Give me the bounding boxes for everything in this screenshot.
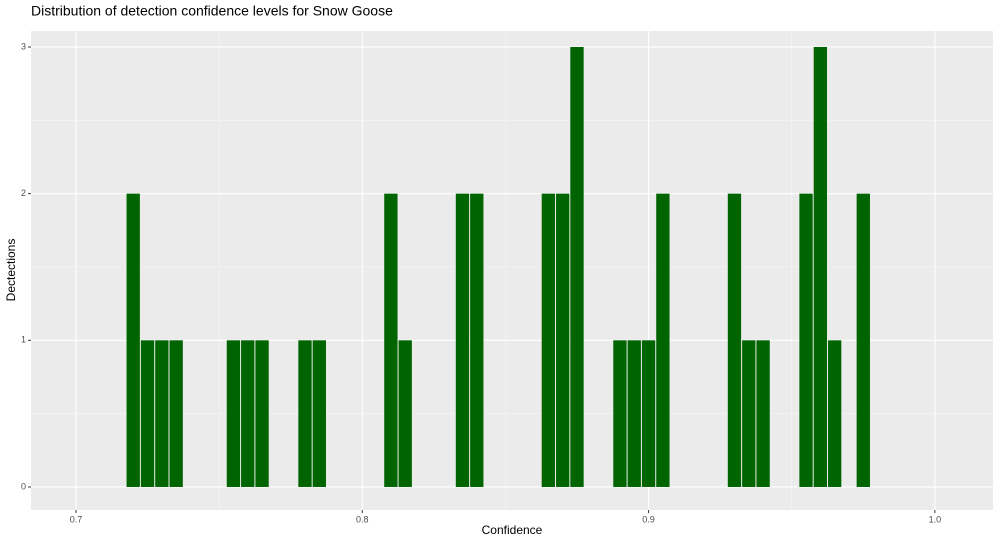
bar — [856, 193, 870, 487]
bar — [140, 340, 155, 487]
bar — [556, 193, 570, 487]
x-tick-label: 1.0 — [929, 514, 942, 524]
bar — [155, 340, 169, 487]
bar — [298, 340, 312, 487]
bar — [627, 340, 641, 487]
bar — [570, 46, 584, 487]
x-tick-label: 0.9 — [642, 514, 655, 524]
y-axis-title: Dectections — [4, 239, 18, 302]
y-tick-label: 3 — [21, 41, 26, 51]
x-tick-label: 0.7 — [70, 514, 83, 524]
chart-title: Distribution of detection confidence lev… — [31, 3, 393, 19]
bar — [255, 340, 269, 487]
bar — [226, 340, 241, 487]
bar — [641, 340, 656, 487]
bar — [813, 46, 828, 487]
bar — [126, 193, 140, 487]
bar — [470, 193, 484, 487]
bar — [656, 193, 670, 487]
x-tick-label: 0.8 — [356, 514, 369, 524]
bar — [169, 340, 183, 487]
bar — [241, 340, 255, 487]
bar — [398, 340, 412, 487]
bar — [384, 193, 398, 487]
y-tick-label: 0 — [21, 481, 26, 491]
bar — [541, 193, 556, 487]
y-tick-label: 1 — [21, 335, 26, 345]
x-axis-title: Confidence — [482, 523, 543, 537]
bar — [756, 340, 770, 487]
bar — [312, 340, 326, 487]
bar — [727, 193, 742, 487]
y-tick-label: 2 — [21, 188, 26, 198]
bar — [455, 193, 470, 487]
bar — [613, 340, 627, 487]
bar — [828, 340, 842, 487]
bar — [799, 193, 813, 487]
bar — [742, 340, 756, 487]
